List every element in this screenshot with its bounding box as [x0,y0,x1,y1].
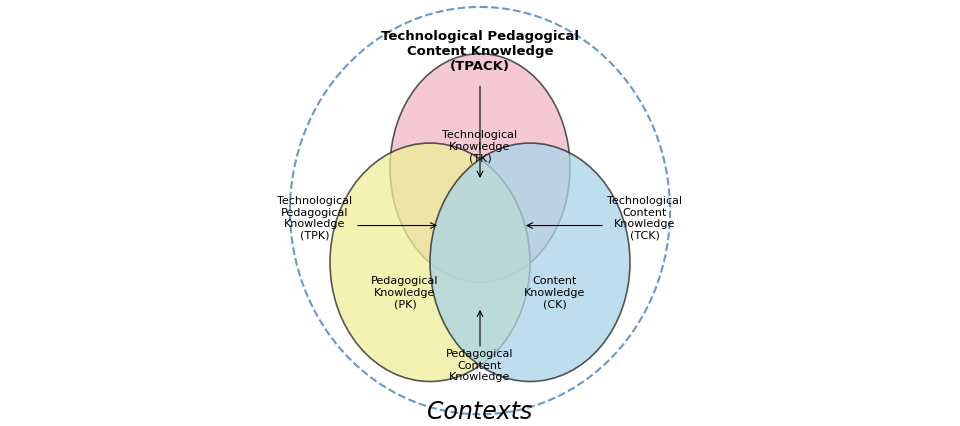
Text: Contexts: Contexts [427,400,533,423]
Ellipse shape [390,55,570,282]
Text: Technological
Knowledge
(TK): Technological Knowledge (TK) [443,130,517,163]
Text: Technological
Pedagogical
Knowledge
(TPK): Technological Pedagogical Knowledge (TPK… [277,196,352,240]
Text: Pedagogical
Knowledge
(PK): Pedagogical Knowledge (PK) [372,276,439,309]
Ellipse shape [330,144,530,382]
Text: Technological Pedagogical
Content Knowledge
(TPACK): Technological Pedagogical Content Knowle… [381,30,579,73]
Text: Technological
Content
Knowledge
(TCK): Technological Content Knowledge (TCK) [608,196,683,240]
Ellipse shape [430,144,630,382]
Text: Content
Knowledge
(CK): Content Knowledge (CK) [524,276,586,309]
Text: Pedagogical
Content
Knowledge: Pedagogical Content Knowledge [446,348,514,381]
